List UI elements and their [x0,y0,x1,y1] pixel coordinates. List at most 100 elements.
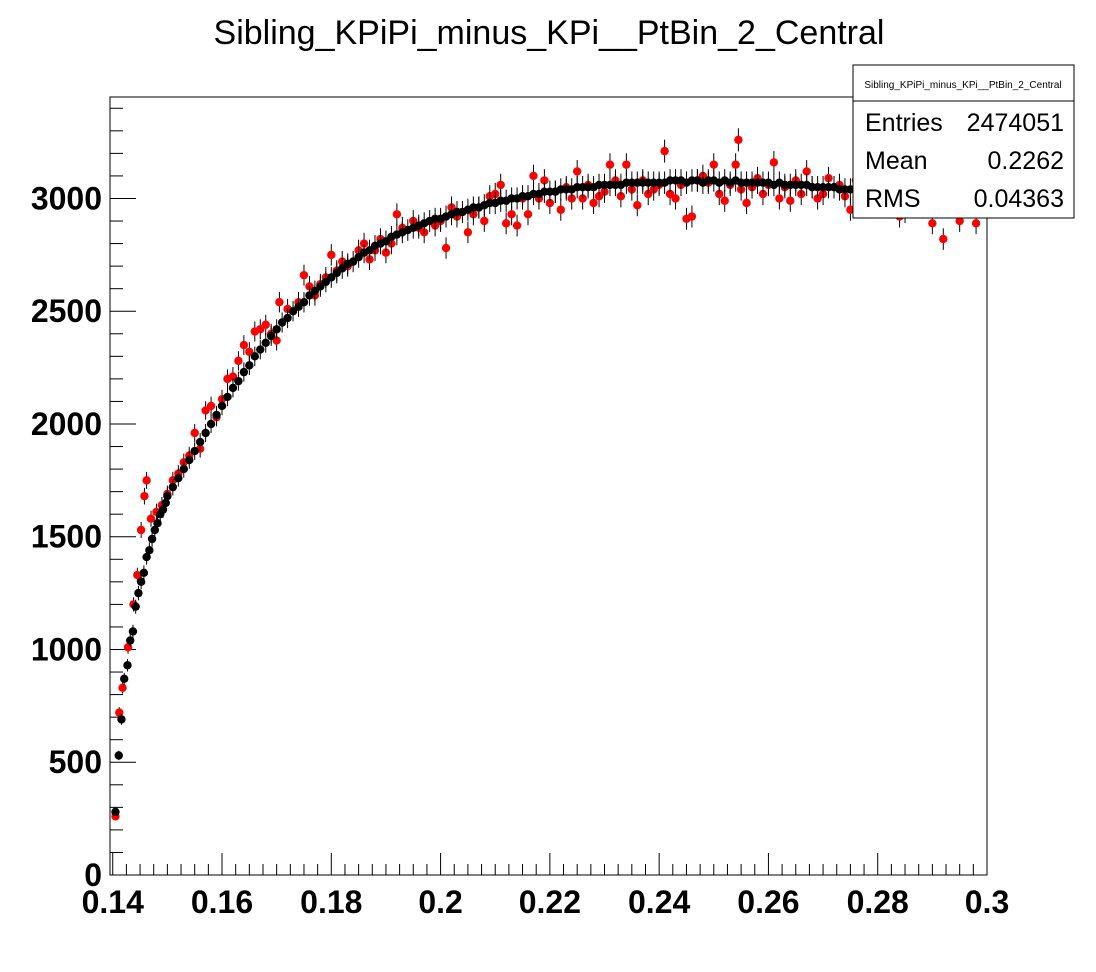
data-marker [228,383,238,393]
data-marker [463,228,473,237]
data-marker [136,577,146,587]
data-marker [496,180,505,190]
data-marker [146,514,156,523]
data-marker [556,205,565,214]
data-point [136,522,146,538]
data-marker [117,715,126,724]
data-marker [185,455,194,465]
data-marker [123,661,132,670]
x-tick-label: 0.16 [191,884,253,920]
x-tick-label: 0.2 [418,884,462,920]
x-tick-label: 0.18 [300,884,362,920]
data-marker [660,146,669,156]
data-marker [245,361,254,370]
data-marker [622,160,631,169]
data-marker [206,401,216,411]
data-point [392,203,402,226]
data-point [153,515,162,532]
data-point [720,189,729,212]
data-marker [540,176,549,185]
data-marker [145,546,154,555]
data-marker [234,376,243,386]
data-point [145,542,154,558]
data-point [523,203,533,226]
data-marker [545,198,555,208]
data-marker [250,352,260,361]
data-point [228,378,238,398]
stats-mean-label: Mean [865,147,928,175]
series-0 [111,128,981,821]
data-marker [720,196,729,205]
y-axis: 0 500 1000 1500 2000 2500 3000 [31,107,136,893]
data-marker [163,491,172,501]
y-tick-label: 1000 [31,631,102,667]
data-point [201,424,210,442]
data-point [168,478,178,496]
data-point [283,307,292,329]
data-marker [758,189,768,199]
data-point [605,153,615,177]
data-marker [299,270,309,280]
data-point [117,714,126,725]
data-point [463,221,473,244]
data-marker [158,505,168,514]
data-marker [142,552,151,562]
data-point [250,346,260,367]
data-marker [150,525,160,535]
data-point [245,355,254,376]
data-marker [523,210,533,219]
data-marker [327,250,336,260]
stats-box: Sibling_KPiPi_minus_KPi__PtBin_2_Central… [852,64,1075,219]
data-marker [140,491,149,501]
data-marker [846,205,855,214]
y-tick-label: 2500 [31,293,102,329]
x-tick-label: 0.24 [628,884,690,920]
data-marker [272,325,281,334]
data-marker [731,160,740,169]
data-point [769,150,779,174]
data-marker [715,189,724,199]
data-point [142,471,151,489]
data-marker [671,194,680,203]
data-point [327,244,336,266]
data-point [299,291,309,313]
data-point [223,387,232,407]
data-point [802,173,811,197]
data-point [206,414,216,434]
data-point [120,672,129,685]
y-tick-label: 500 [49,744,102,780]
data-point [501,212,511,235]
data-marker [578,194,587,203]
series-1 [111,169,986,817]
data-point [939,228,948,250]
data-point [190,442,199,460]
data-marker [687,212,697,221]
data-point [111,807,120,817]
stats-box-frame [852,64,1075,219]
data-point [234,351,243,371]
data-point [123,659,132,672]
data-marker [261,320,270,329]
data-point [136,574,146,590]
data-marker [190,428,199,438]
data-marker [802,167,811,176]
data-marker [126,636,135,645]
y-tick-label: 3000 [31,180,102,216]
data-point [134,585,143,601]
data-point [163,487,172,505]
data-point [234,371,243,391]
data-point [139,565,149,581]
stats-rms-label: RMS [865,185,921,213]
data-point [217,396,227,416]
data-point [239,362,249,382]
data-point [239,335,249,355]
data-marker [195,437,205,447]
data-series [111,128,986,821]
data-marker [392,210,402,219]
data-point [118,681,127,694]
data-marker [179,464,188,474]
data-marker [501,219,511,228]
data-point [299,264,309,286]
data-point [633,194,642,217]
x-tick-label: 0.22 [519,884,581,920]
